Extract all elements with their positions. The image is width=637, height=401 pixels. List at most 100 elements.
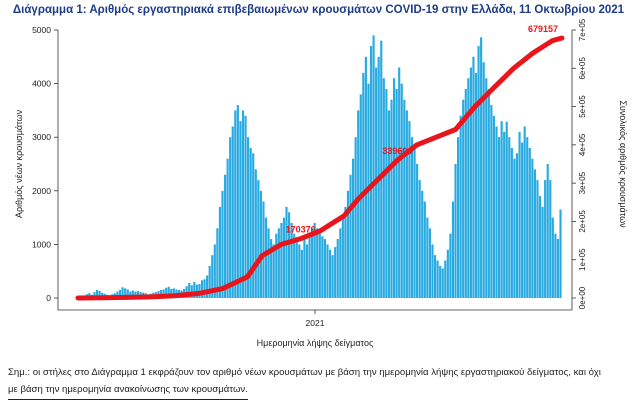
y2-tick-label: 1e+05	[578, 248, 587, 271]
bar	[239, 121, 242, 299]
bar	[259, 190, 262, 298]
bar	[469, 67, 472, 299]
bar	[400, 83, 403, 298]
bar	[551, 217, 554, 298]
bar	[244, 115, 247, 298]
cumulative-line	[75, 35, 565, 301]
bar	[264, 217, 268, 298]
bar	[410, 137, 414, 298]
bar	[331, 255, 334, 298]
y2-tick-label: 0e+00	[578, 286, 587, 309]
x-tick-label: 2021	[306, 318, 325, 328]
bar	[495, 126, 498, 298]
bar	[290, 222, 293, 298]
bar	[439, 265, 442, 298]
bar	[518, 131, 521, 298]
bar	[254, 169, 257, 298]
bar	[341, 217, 344, 298]
bar	[249, 147, 252, 298]
bar	[126, 289, 129, 298]
bar	[446, 249, 449, 298]
bar	[490, 105, 493, 298]
bar	[508, 137, 511, 298]
bar	[313, 222, 316, 298]
bar	[467, 78, 470, 299]
bar	[395, 88, 398, 299]
bar	[533, 169, 536, 298]
bar	[321, 236, 324, 298]
bar	[206, 275, 209, 298]
bar	[549, 180, 552, 298]
y-tick-label: 3000	[32, 132, 51, 142]
bar	[218, 206, 222, 298]
bar	[346, 190, 350, 298]
bar	[344, 206, 347, 298]
bar	[369, 46, 373, 298]
bar	[280, 222, 283, 298]
bar	[459, 115, 462, 298]
bar	[387, 110, 391, 299]
bar	[200, 280, 204, 298]
bar	[349, 174, 352, 298]
bar	[167, 286, 170, 298]
bar	[275, 233, 278, 298]
bar	[270, 239, 273, 298]
y2-tick-label: 6e+05	[578, 57, 587, 80]
annotation-label: 679157	[528, 24, 558, 34]
bar	[308, 233, 311, 298]
footnote-line-2: με βάση την ημερομηνία ανακοίνωσης των κ…	[8, 381, 248, 400]
y2-tick-label: 2e+05	[578, 210, 587, 233]
bar	[229, 137, 232, 298]
bar	[193, 281, 196, 298]
bar	[408, 121, 411, 299]
bar	[336, 239, 339, 298]
y-axis-title: Αριθμός νέων κρουσμάτων	[14, 109, 24, 218]
y2-tick-label: 5e+05	[578, 95, 587, 118]
bar	[457, 137, 460, 298]
bar	[252, 153, 255, 298]
y2-tick-label: 3e+05	[578, 171, 587, 194]
annotations: 679157 339604 170376	[286, 24, 558, 235]
x-axis-title: Ημερομηνία λήψης δείγματος	[257, 338, 374, 348]
bar	[231, 126, 234, 298]
bar	[505, 121, 508, 299]
bar	[364, 56, 367, 298]
bar	[385, 88, 388, 299]
bar	[282, 217, 286, 298]
bar	[428, 228, 431, 298]
bar	[211, 255, 214, 298]
bar	[303, 239, 306, 298]
bar	[418, 180, 421, 298]
bar	[413, 147, 416, 298]
bars	[78, 35, 562, 299]
bar	[305, 244, 309, 298]
bar	[487, 88, 490, 299]
bar	[354, 137, 357, 298]
bar	[423, 201, 426, 298]
bar	[454, 164, 457, 298]
footnote: Σημ.: οι στήλες στο Διάγραμμα 1 εκφράζου…	[8, 364, 633, 400]
bar	[221, 190, 224, 298]
bar	[474, 72, 478, 298]
bar	[162, 289, 165, 298]
y-tick-label: 1000	[32, 239, 51, 249]
bar	[362, 72, 365, 298]
bar	[492, 115, 496, 298]
bar	[546, 164, 549, 298]
bar	[485, 78, 488, 299]
bar	[298, 244, 301, 298]
bar	[382, 78, 385, 299]
bar	[262, 201, 265, 298]
bar	[392, 78, 396, 299]
bar	[131, 290, 134, 298]
bar	[431, 244, 434, 298]
bar	[357, 110, 360, 299]
bar	[285, 206, 288, 298]
bar	[93, 292, 96, 298]
bar	[326, 244, 329, 298]
bar	[480, 37, 483, 299]
bar	[236, 105, 239, 298]
bar	[497, 137, 501, 298]
bar	[559, 209, 562, 298]
bar	[311, 228, 314, 298]
